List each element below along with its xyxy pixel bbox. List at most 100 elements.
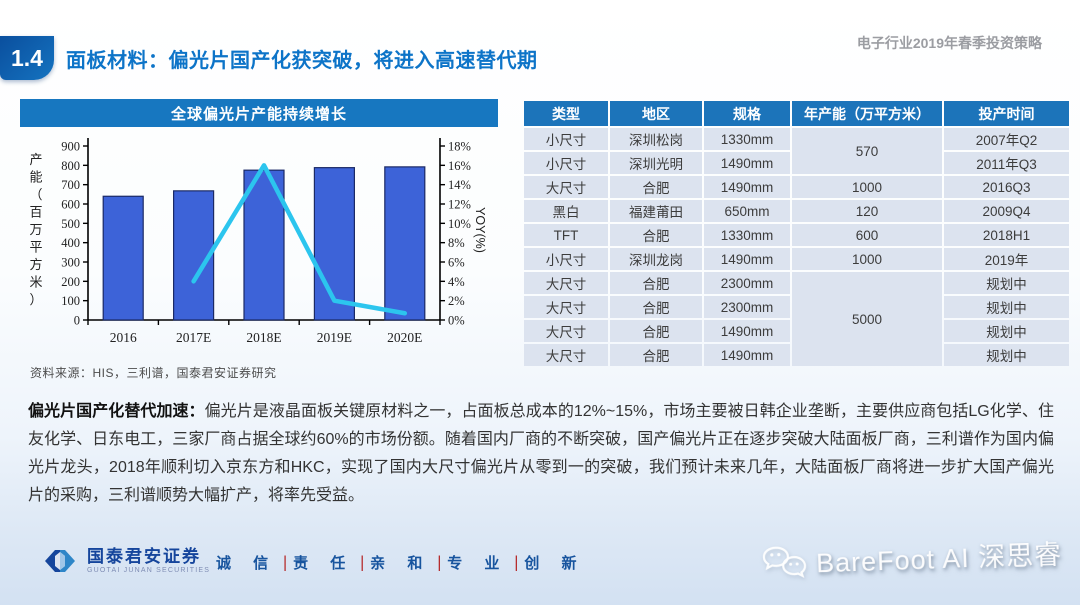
cell-spec: 2300mm xyxy=(704,296,790,318)
cell-capacity: 570 xyxy=(792,128,942,174)
right-axis-title: YOY(%) xyxy=(473,207,487,253)
right-axis-tick: 10% xyxy=(448,217,471,231)
left-axis-title-char: 产 xyxy=(29,152,42,167)
source-note: 资料来源：HIS，三利谱，国泰君安证券研究 xyxy=(30,366,277,380)
right-axis-tick: 8% xyxy=(448,236,465,250)
cell-region: 合肥 xyxy=(610,224,702,246)
cell-capacity: 5000 xyxy=(792,272,942,366)
cell-type: 大尺寸 xyxy=(524,296,608,318)
right-axis-tick: 4% xyxy=(448,275,465,289)
company-logo: 国泰君安证券 GUOTAI JUNAN SECURITIES xyxy=(42,546,210,576)
cell-spec: 1490mm xyxy=(704,176,790,198)
slogan-divider: | xyxy=(283,553,288,572)
cell-launch-time: 规划中 xyxy=(944,344,1069,366)
left-axis-tick: 300 xyxy=(61,256,80,270)
cell-region: 合肥 xyxy=(610,272,702,294)
page-title: 面板材料：偏光片国产化获突破，将进入高速替代期 xyxy=(66,50,538,72)
left-axis-title-char: 平 xyxy=(29,240,42,255)
slogan-word: 诚 信 xyxy=(216,555,278,572)
paragraph-lead: 偏光片国产化替代加速： xyxy=(28,403,205,420)
guotai-junan-logo-icon xyxy=(45,550,75,572)
chart-title: 全球偏光片产能持续增长 xyxy=(20,99,498,127)
x-axis-label: 2019E xyxy=(317,330,352,345)
cell-region: 合肥 xyxy=(610,296,702,318)
right-axis-tick: 12% xyxy=(448,198,471,212)
left-axis-title-char: ） xyxy=(29,292,42,307)
left-axis-tick: 800 xyxy=(61,159,80,173)
table-header-cell: 类型 xyxy=(524,101,608,126)
cell-type: 大尺寸 xyxy=(524,320,608,342)
cell-region: 合肥 xyxy=(610,320,702,342)
table-row: 大尺寸 合肥 1490mm 1000 2016Q3 xyxy=(524,176,1069,198)
right-axis-tick: 0% xyxy=(448,314,465,328)
cell-region: 合肥 xyxy=(610,344,702,366)
left-axis-title-char: 方 xyxy=(29,257,42,272)
left-axis-title-char: 米 xyxy=(29,275,42,290)
left-axis-tick: 900 xyxy=(61,140,80,154)
capacity-chart: 0 100 200 300 400 500 600 700 800 900 0% 2% 4% 6% 8% 10… xyxy=(20,128,498,356)
watermark: BareFoot AI 深思睿 xyxy=(761,533,1063,582)
table-row: 大尺寸 合肥 2300mm 规划中 xyxy=(524,296,1069,318)
cell-type: 大尺寸 xyxy=(524,176,608,198)
slogan-word: 创 新 xyxy=(524,555,586,572)
cell-launch-time: 规划中 xyxy=(944,272,1069,294)
cell-capacity: 600 xyxy=(792,224,942,246)
yoy-line xyxy=(191,163,408,316)
paragraph-body: 偏光片是液晶面板关键原材料之一，占面板总成本的12%~15%，市场主要被日韩企业… xyxy=(28,403,1054,504)
watermark-text: BareFoot AI 深思睿 xyxy=(815,539,1063,579)
cell-spec: 1490mm xyxy=(704,320,790,342)
x-axis-label: 2020E xyxy=(387,330,422,345)
right-axis-tick: 16% xyxy=(448,159,471,173)
table-header-cell: 投产时间 xyxy=(944,101,1069,126)
cell-type: TFT xyxy=(524,224,608,246)
cell-launch-time: 2009Q4 xyxy=(944,200,1069,222)
chat-bubbles-icon xyxy=(762,546,807,578)
cell-region: 合肥 xyxy=(610,176,702,198)
slogan-divider: | xyxy=(437,553,442,572)
section-number-badge: 1.4 xyxy=(0,36,54,80)
slogan-divider: | xyxy=(360,553,365,572)
left-axis-tick: 0 xyxy=(74,314,80,328)
left-axis-tick: 100 xyxy=(61,294,80,308)
cell-type: 小尺寸 xyxy=(524,128,608,150)
table-row: 小尺寸 深圳龙岗 1490mm 1000 2019年 xyxy=(524,248,1069,270)
x-axis-label: 2016 xyxy=(110,330,137,345)
left-axis-title-char: （ xyxy=(29,187,42,202)
right-axis-tick: 14% xyxy=(448,178,471,192)
left-axis-tick: 500 xyxy=(61,217,80,231)
left-axis-title-char: 万 xyxy=(29,222,42,237)
left-axis-tick: 600 xyxy=(61,198,80,212)
table-row: 大尺寸 合肥 1490mm 规划中 xyxy=(524,320,1069,342)
report-series-label: 电子行业2019年春季投资策略 xyxy=(856,35,1042,51)
cell-type: 黑白 xyxy=(524,200,608,222)
brand-name-cn: 国泰君安证券 xyxy=(87,546,201,566)
cell-region: 福建莆田 xyxy=(610,200,702,222)
capacity-table: 类型 地区 规格 年产能（万平方米） 投产时间 小尺寸 深圳松岗 1330mm 570 2007… xyxy=(522,99,1071,368)
cell-capacity: 1000 xyxy=(792,176,942,198)
table-row: 黑白 福建莆田 650mm 120 2009Q4 xyxy=(524,200,1069,222)
capacity-chart-svg: 0 100 200 300 400 500 600 700 800 900 0% 2% 4% 6% 8% 10… xyxy=(29,138,487,345)
cell-capacity: 120 xyxy=(792,200,942,222)
table-row: 小尺寸 深圳光明 1490mm 2011年Q3 xyxy=(524,152,1069,174)
cell-launch-time: 2019年 xyxy=(944,248,1069,270)
slogan-word: 专 业 xyxy=(447,555,509,572)
table-row: TFT 合肥 1330mm 600 2018H1 xyxy=(524,224,1069,246)
left-axis-title-char: 百 xyxy=(29,205,42,220)
brand-slogan: 诚 信 | 责 任 | 亲 和 | 专 业 | 创 新 xyxy=(212,552,589,573)
cell-region: 深圳光明 xyxy=(610,152,702,174)
table-header-row: 类型 地区 规格 年产能（万平方米） 投产时间 xyxy=(524,101,1069,126)
table-row: 小尺寸 深圳松岗 1330mm 570 2007年Q2 xyxy=(524,128,1069,174)
capacity-bar xyxy=(384,166,426,321)
right-axis-tick: 6% xyxy=(448,256,465,270)
cell-region: 深圳松岗 xyxy=(610,128,702,150)
cell-spec: 1490mm xyxy=(704,344,790,366)
table-header-cell: 年产能（万平方米） xyxy=(792,101,942,126)
cell-launch-time: 2007年Q2 xyxy=(944,128,1069,150)
cell-region: 深圳龙岗 xyxy=(610,248,702,270)
cell-type: 大尺寸 xyxy=(524,344,608,366)
cell-type: 小尺寸 xyxy=(524,152,608,174)
cell-spec: 1330mm xyxy=(704,128,790,150)
x-axis-label: 2018E xyxy=(246,330,281,345)
table-row: 大尺寸 合肥 1490mm 规划中 xyxy=(524,344,1069,366)
